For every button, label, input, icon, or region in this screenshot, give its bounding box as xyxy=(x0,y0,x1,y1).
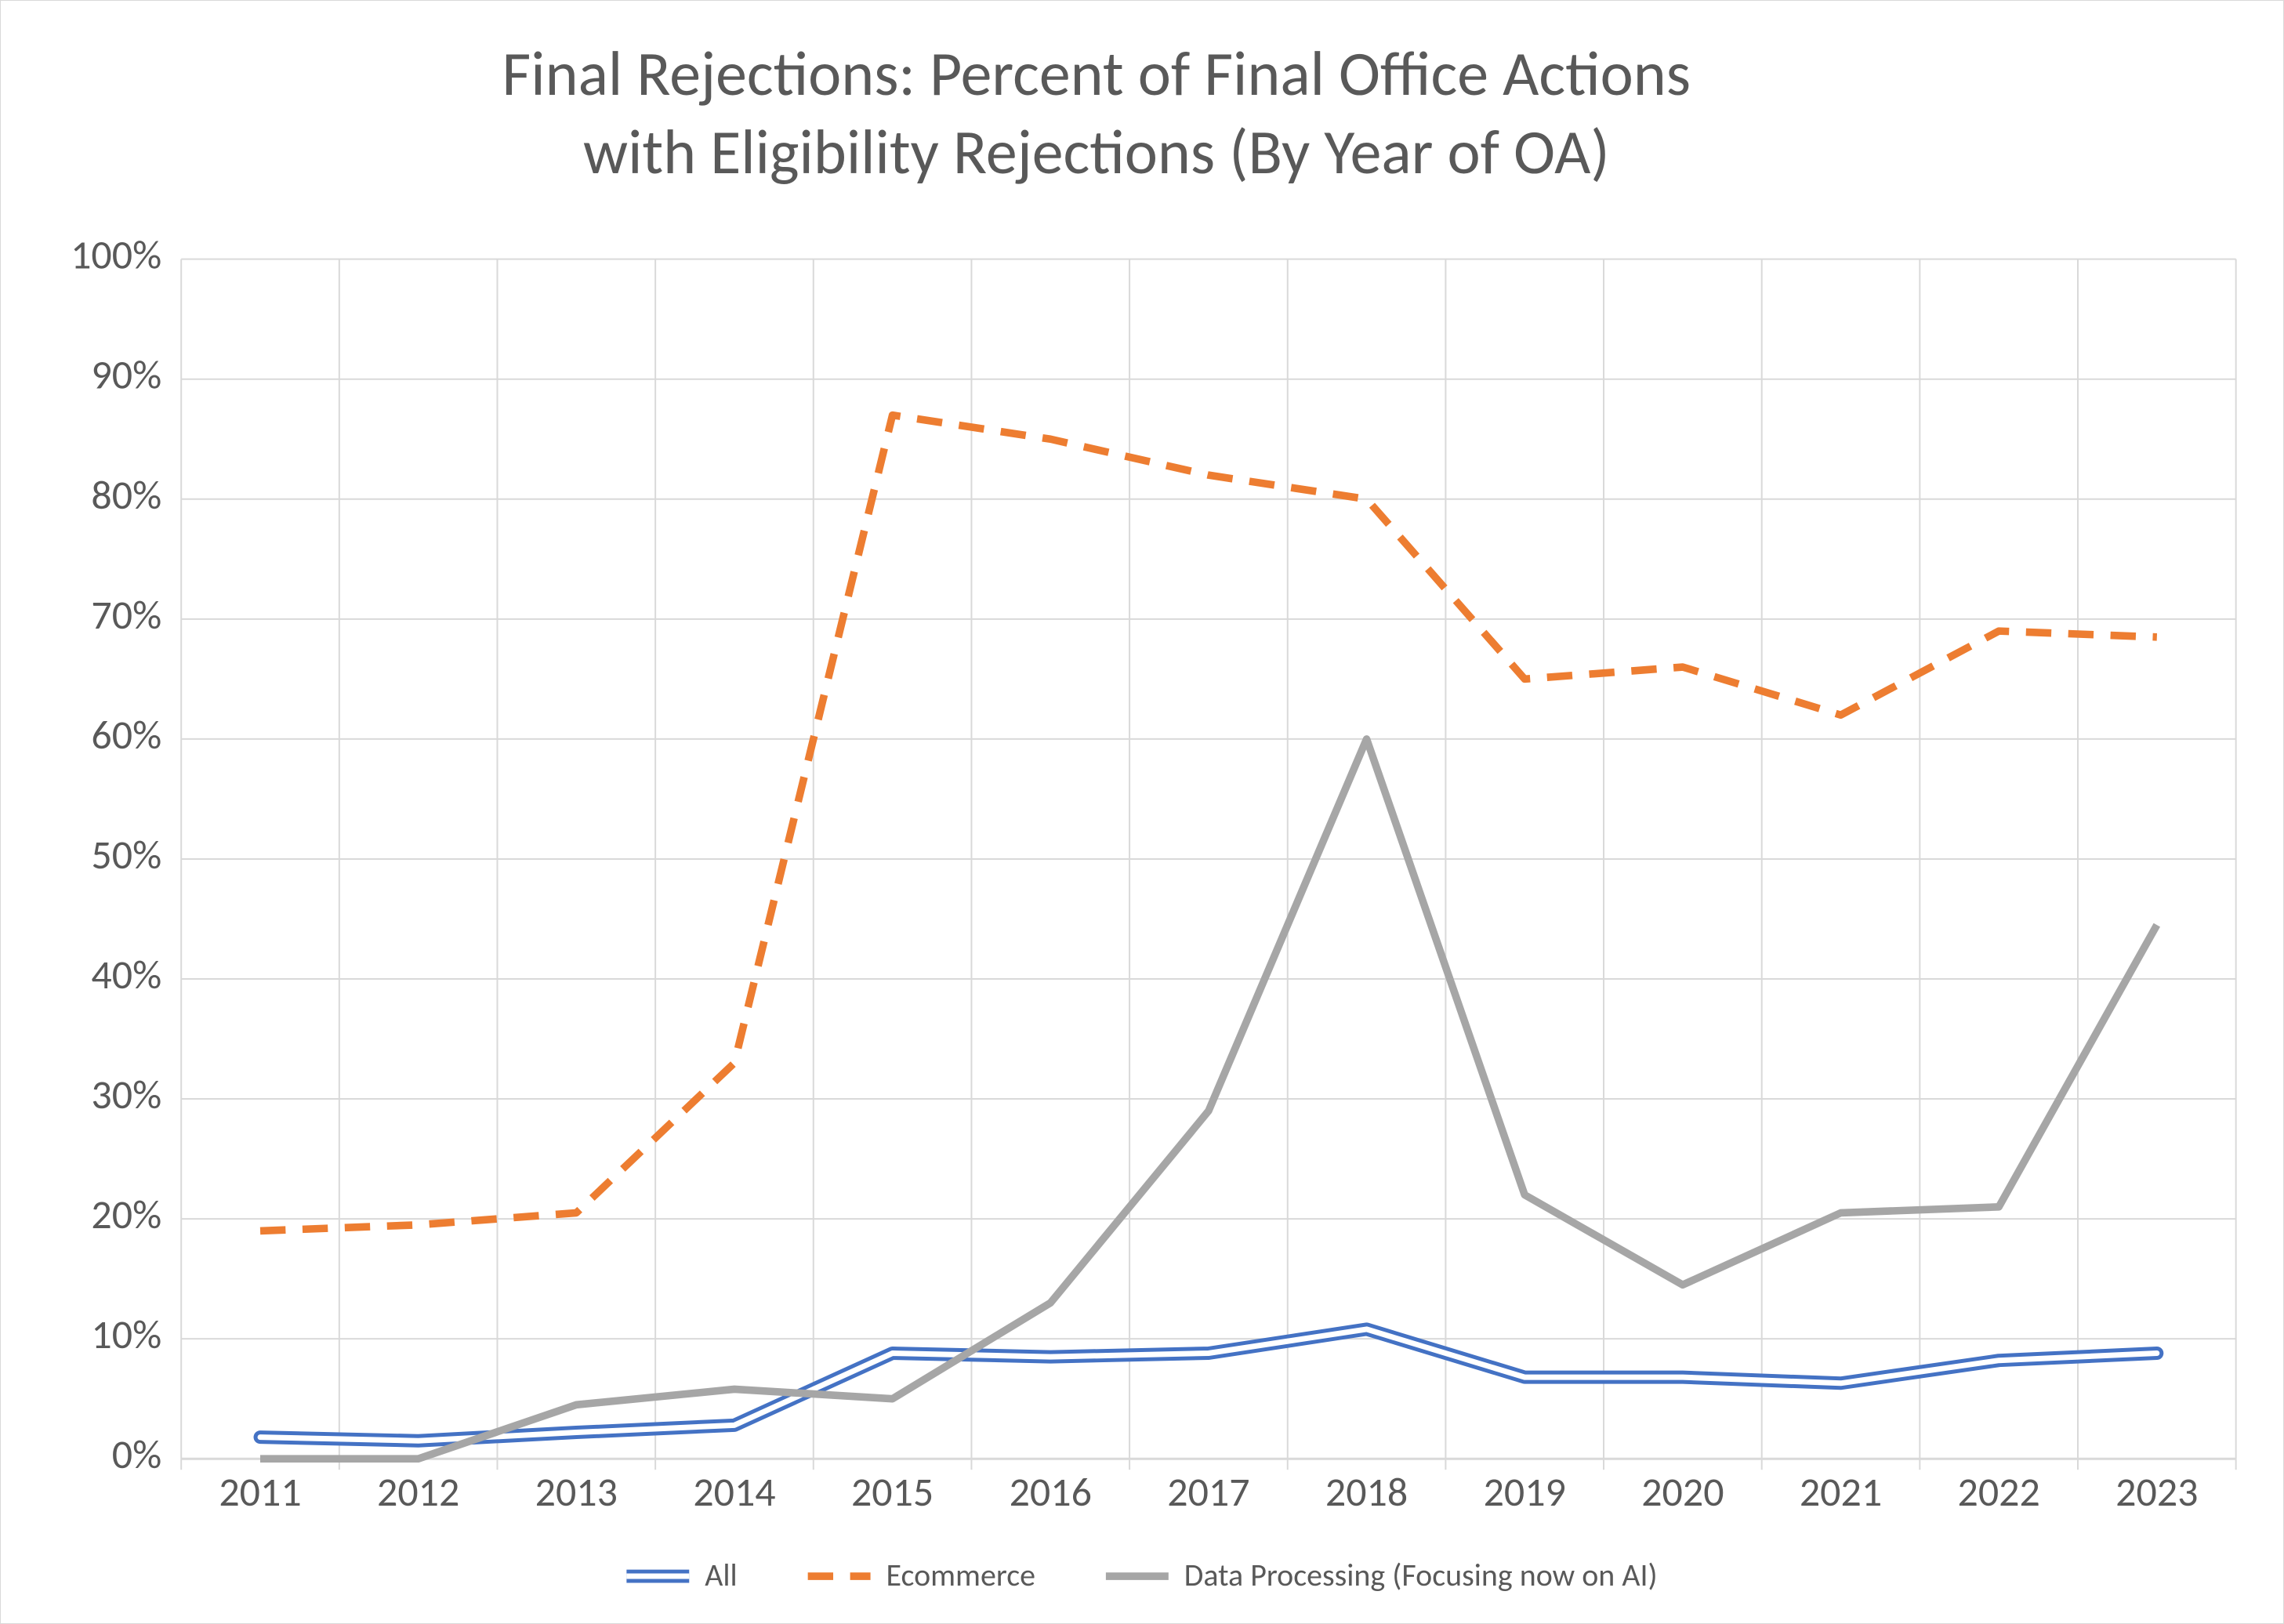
y-tick-label: 20% xyxy=(91,1190,161,1239)
x-tick-label: 2012 xyxy=(377,1467,459,1517)
y-tick-label: 10% xyxy=(91,1310,161,1359)
x-tick-label: 2019 xyxy=(1484,1467,1566,1517)
line-chart: Final Rejections: Percent of Final Offic… xyxy=(1,1,2283,1623)
y-tick-label: 60% xyxy=(91,710,161,759)
y-tick-label: 0% xyxy=(112,1430,161,1479)
x-tick-label: 2011 xyxy=(219,1467,301,1517)
x-tick-label: 2021 xyxy=(1800,1467,1882,1517)
legend-label: Data Processing (Focusing now on AI) xyxy=(1184,1556,1658,1594)
y-tick-label: 50% xyxy=(91,830,161,879)
y-tick-label: 100% xyxy=(71,230,161,280)
x-tick-label: 2015 xyxy=(851,1467,934,1517)
chart-title-line1: Final Rejections: Percent of Final Offic… xyxy=(502,36,1691,112)
x-tick-label: 2016 xyxy=(1010,1467,1092,1517)
x-tick-label: 2013 xyxy=(535,1467,618,1517)
y-tick-label: 80% xyxy=(91,470,161,520)
chart-container: Final Rejections: Percent of Final Offic… xyxy=(0,0,2284,1624)
x-tick-label: 2018 xyxy=(1325,1467,1408,1517)
y-tick-label: 90% xyxy=(91,350,161,400)
y-tick-label: 70% xyxy=(91,590,161,640)
x-tick-label: 2014 xyxy=(693,1467,775,1517)
chart-title-line2: with Eligibility Rejections (By Year of … xyxy=(583,114,1610,190)
legend-label: Ecommerce xyxy=(886,1556,1035,1594)
x-tick-label: 2020 xyxy=(1641,1467,1724,1517)
x-tick-label: 2017 xyxy=(1167,1467,1249,1517)
x-tick-label: 2023 xyxy=(2115,1467,2198,1517)
y-tick-label: 40% xyxy=(91,950,161,999)
legend-label: All xyxy=(705,1556,737,1594)
y-tick-label: 30% xyxy=(91,1070,161,1119)
x-tick-label: 2022 xyxy=(1958,1467,2040,1517)
